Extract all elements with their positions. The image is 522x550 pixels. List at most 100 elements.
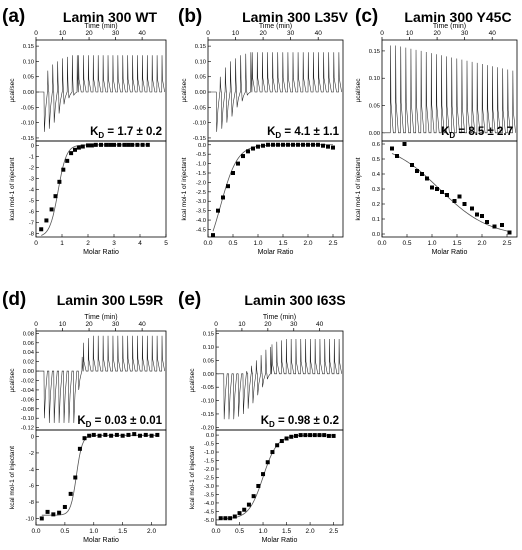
- data-point: [39, 516, 44, 521]
- data-point: [135, 142, 140, 147]
- data-point: [226, 184, 230, 189]
- ratio-axis-label: Molar Ratio: [262, 537, 298, 544]
- data-point: [507, 230, 512, 235]
- data-point: [275, 443, 280, 448]
- time-tick-label: 30: [287, 30, 295, 37]
- power-tick-label: 0.05: [195, 75, 206, 81]
- heat-axis-label: kcal mol-1 of injectant: [9, 157, 16, 220]
- ratio-tick-label: 0.5: [60, 528, 69, 535]
- isotherm-frame: [381, 140, 518, 238]
- panel-d: (d) Lamin 300 L59R 0 10 20 30 40 Time (min) -0.1…: [2, 289, 167, 544]
- time-tick-label: 0: [380, 30, 384, 37]
- data-point: [279, 439, 284, 444]
- thermogram-trace: [209, 52, 342, 132]
- panel-letter: (a): [2, 6, 25, 27]
- ratio-tick-label: 1: [60, 240, 64, 247]
- heat-tick-label: -3.5: [196, 209, 206, 215]
- data-point: [452, 199, 457, 203]
- time-tick-label: 0: [34, 321, 38, 328]
- data-point: [241, 154, 245, 159]
- heat-tick-label: -4.0: [204, 501, 214, 507]
- isotherm-frame: [207, 140, 344, 238]
- data-point: [57, 510, 62, 515]
- data-point: [462, 202, 467, 206]
- power-tick-label: 0.10: [369, 76, 380, 82]
- data-point: [242, 507, 247, 512]
- data-point: [298, 433, 303, 438]
- ratio-axis-label: Molar Ratio: [432, 249, 468, 256]
- time-tick-label: 10: [232, 30, 240, 37]
- power-tick-label: 0.02: [23, 360, 34, 366]
- panel-letter: (e): [178, 289, 201, 310]
- time-tick-label: 0: [34, 30, 38, 37]
- heat-tick-label: -2.5: [196, 190, 206, 196]
- data-point: [331, 433, 336, 438]
- data-point: [480, 214, 484, 218]
- power-axis-label: µcal/sec: [181, 78, 188, 103]
- kd-label: KD = 0.98 ± 0.2: [261, 415, 339, 429]
- data-point: [223, 516, 228, 521]
- panel-title: Lamin 300 WT: [63, 9, 158, 25]
- power-tick-label: -0.10: [21, 416, 34, 422]
- fit-curve: [391, 153, 510, 232]
- time-tick-label: 10: [59, 30, 67, 37]
- heat-axis-label: kcal mol-1 of injectant: [9, 446, 16, 509]
- data-point: [104, 142, 109, 147]
- power-tick-label: 0.00: [369, 131, 380, 137]
- ratio-tick-label: 2.0: [303, 240, 312, 247]
- data-point: [251, 494, 256, 499]
- data-point: [82, 436, 87, 441]
- data-point: [308, 433, 313, 438]
- data-point: [138, 433, 142, 438]
- panel-title: Lamin 300 L59R: [57, 292, 164, 308]
- ratio-tick-label: 2.5: [328, 240, 337, 247]
- power-tick-label: 0.15: [203, 332, 214, 338]
- power-tick-label: -0.10: [193, 121, 206, 127]
- data-point: [410, 163, 414, 167]
- panel-e: (e) Lamin 300 I63S 0 10 20 30 40 Time (min) -0.2…: [178, 289, 346, 544]
- data-point: [390, 146, 394, 151]
- data-point: [284, 436, 289, 441]
- heat-tick-label: -7: [29, 221, 34, 227]
- panel-letter: (b): [178, 6, 202, 27]
- data-point: [68, 491, 73, 496]
- heat-tick-label: -6: [29, 210, 34, 216]
- heat-tick-label: -2.0: [204, 467, 214, 473]
- ratio-tick-label: 1.5: [278, 240, 287, 247]
- data-point: [73, 475, 78, 480]
- data-point: [39, 227, 44, 232]
- data-point: [440, 190, 444, 194]
- power-tick-label: -0.15: [21, 136, 34, 142]
- time-tick-label: 40: [139, 321, 147, 328]
- data-point: [99, 142, 103, 147]
- data-point: [126, 432, 131, 437]
- ratio-tick-label: 0.0: [211, 528, 220, 535]
- time-tick-label: 20: [85, 321, 93, 328]
- heat-axis-label: kcal mol-1 of injectant: [189, 446, 196, 509]
- heat-tick-label: -8: [29, 500, 34, 506]
- heat-tick-label: 0.0: [198, 143, 206, 149]
- data-point: [321, 143, 325, 148]
- data-point: [86, 143, 90, 148]
- data-point: [276, 142, 280, 147]
- heat-axis-label: kcal mol-1 of injectant: [355, 157, 362, 220]
- data-point: [475, 212, 479, 217]
- heat-tick-label: 0.0: [206, 433, 214, 439]
- power-axis-label: µcal/sec: [9, 78, 16, 103]
- data-point: [76, 145, 81, 150]
- data-point: [293, 433, 298, 438]
- data-point: [306, 142, 310, 147]
- data-point: [103, 432, 108, 437]
- heat-tick-label: -4.5: [196, 227, 206, 233]
- data-point: [415, 169, 419, 173]
- data-point: [322, 433, 327, 438]
- panel-title: Lamin 300 L35V: [242, 9, 348, 25]
- kd-label: KD = 1.7 ± 0.2: [90, 126, 162, 140]
- heat-tick-label: -4.0: [196, 218, 206, 224]
- power-tick-label: 0.00: [203, 372, 214, 378]
- ratio-tick-label: 1.5: [118, 528, 127, 535]
- time-tick-label: 30: [112, 321, 120, 328]
- ratio-tick-label: 0: [34, 240, 38, 247]
- data-point: [155, 432, 160, 437]
